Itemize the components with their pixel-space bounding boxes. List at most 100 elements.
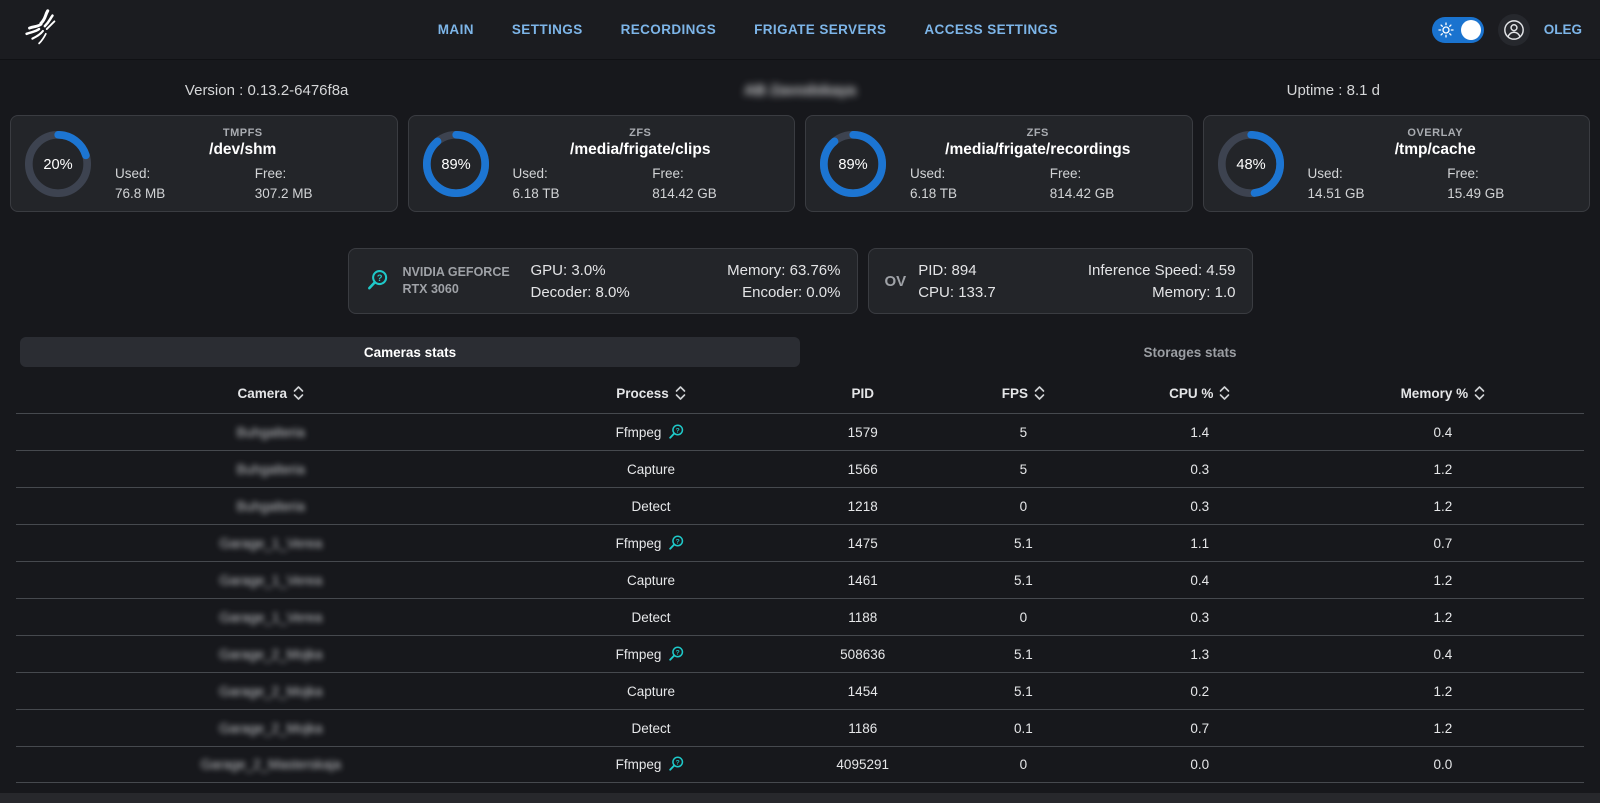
- table-row: Garage_1_Verea Capture 1461 5.1 0.4 1.2: [16, 561, 1584, 598]
- svg-text:?: ?: [676, 538, 680, 545]
- svg-text:48%: 48%: [1236, 157, 1265, 173]
- camera-name-cell: Garage_2_Mojka: [219, 646, 323, 662]
- table-row: Buhgalteria Detect 1218 0 0.3 1.2: [16, 487, 1584, 524]
- usage-donut-chart: 89%: [820, 130, 886, 197]
- column-header-cpu[interactable]: CPU %: [1098, 385, 1302, 401]
- svg-text:20%: 20%: [43, 157, 72, 173]
- sun-icon: [1438, 21, 1454, 38]
- free-value: 307.2 MB: [254, 185, 313, 201]
- tab-storages-stats[interactable]: Storages stats: [1143, 344, 1237, 360]
- column-header-pid: PID: [851, 385, 874, 401]
- frigate-logo[interactable]: [18, 7, 64, 53]
- memory-cell: 1.2: [1433, 498, 1453, 514]
- memory-cell: 0.7: [1433, 535, 1453, 551]
- process-cell: Detect: [631, 609, 671, 625]
- top-bar: MAIN SETTINGS RECORDINGS FRIGATE SERVERS ACC…: [0, 0, 1600, 60]
- memory-cell: 0.4: [1433, 424, 1453, 440]
- cpu-cell: 0.0: [1190, 757, 1210, 772]
- memory-cell: 1.2: [1433, 572, 1453, 588]
- fps-cell: 5.1: [1014, 535, 1033, 551]
- column-header-process[interactable]: Process: [526, 385, 777, 401]
- detector-card: OV PID: 894 Inference Speed: 4.59 CPU: 1…: [867, 248, 1253, 314]
- ffmpeg-info-magnifier-icon[interactable]: ?: [667, 534, 686, 553]
- column-header-camera[interactable]: Camera: [16, 385, 526, 401]
- svg-text:?: ?: [676, 649, 680, 656]
- svg-text:?: ?: [676, 759, 680, 766]
- user-avatar-button[interactable]: [1497, 13, 1530, 46]
- nav-item-settings[interactable]: SETTINGS: [511, 22, 583, 37]
- storage-card: 89% ZFS /media/frigate/clips Used: Free:…: [407, 115, 795, 212]
- gpu-usage: GPU: 3.0%: [530, 261, 606, 279]
- table-row: Buhgalteria Capture 1566 5 0.3 1.2: [16, 450, 1584, 487]
- gpu-help-magnifier-icon[interactable]: ?: [365, 268, 391, 294]
- toggle-knob: [1460, 19, 1481, 40]
- free-label: Free:: [254, 165, 287, 181]
- nav-item-recordings[interactable]: RECORDINGS: [620, 22, 717, 37]
- nav-item-access-settings[interactable]: ACCESS SETTINGS: [924, 22, 1058, 37]
- svg-text:89%: 89%: [441, 157, 470, 173]
- pid-cell: 1579: [847, 424, 878, 440]
- memory-cell: 1.2: [1433, 720, 1453, 736]
- usage-donut-chart: 48%: [1217, 130, 1284, 197]
- info-bar: Version : 0.13.2-6476f8a AB Zavodskaya U…: [0, 60, 1600, 115]
- storage-card: 20% TMPFS /dev/shm Used: Free: 76.8 MB 3…: [10, 115, 398, 212]
- uptime-text: Uptime : 8.1 d: [1286, 82, 1381, 99]
- cpu-cell: 0.3: [1190, 498, 1210, 514]
- mount-path: /tmp/cache: [1394, 140, 1476, 158]
- pid-cell: 1475: [847, 535, 878, 551]
- cpu-cell: 1.3: [1190, 646, 1210, 662]
- used-value: 14.51 GB: [1307, 185, 1365, 201]
- sort-icon: [1220, 386, 1230, 400]
- pid-cell: 1454: [847, 683, 878, 699]
- fps-cell: 5: [1019, 461, 1028, 477]
- gpu-card: ? NVIDIA GEFORCE RTX 3060 GPU: 3.0% Memo…: [347, 248, 858, 314]
- column-header-fps[interactable]: FPS: [949, 385, 1098, 401]
- usage-donut-chart: 89%: [422, 130, 489, 197]
- free-value: 814.42 GB: [652, 185, 717, 201]
- free-label: Free:: [652, 165, 684, 181]
- pid-cell: 1188: [848, 609, 878, 625]
- ffmpeg-info-magnifier-icon[interactable]: ?: [667, 423, 686, 442]
- header-actions: OLEG: [1431, 13, 1582, 46]
- sort-icon: [1034, 386, 1045, 400]
- table-row: Garage_1_Verea Ffmpeg ? 1475 5.1 1.1 0.7: [16, 524, 1584, 561]
- ffmpeg-info-magnifier-icon[interactable]: ?: [667, 755, 686, 774]
- gpu-name: NVIDIA GEFORCE RTX 3060: [402, 264, 510, 297]
- camera-name-cell: Buhgalteria: [236, 424, 305, 440]
- nav-item-main[interactable]: MAIN: [437, 22, 474, 37]
- theme-toggle[interactable]: [1431, 16, 1484, 43]
- fps-cell: 0: [1019, 757, 1028, 772]
- username-label[interactable]: OLEG: [1543, 22, 1582, 37]
- user-icon: [1503, 19, 1524, 40]
- svg-text:?: ?: [676, 427, 680, 434]
- sort-icon: [675, 386, 686, 400]
- detector-row: ? NVIDIA GEFORCE RTX 3060 GPU: 3.0% Memo…: [0, 248, 1600, 314]
- detector-inference-speed: Inference Speed: 4.59: [1087, 261, 1236, 279]
- nav-item-frigate-servers[interactable]: FRIGATE SERVERS: [754, 22, 887, 37]
- table-row: Garage_2_Mojka Detect 1186 0.1 0.7 1.2: [16, 709, 1584, 746]
- detector-pid: PID: 894: [918, 261, 977, 279]
- table-row: Garage_1_Verea Detect 1188 0 0.3 1.2: [16, 598, 1584, 635]
- pid-cell: 4095291: [836, 757, 889, 772]
- usage-donut-chart: 20%: [25, 130, 91, 197]
- free-value: 814.42 GB: [1049, 185, 1115, 201]
- memory-cell: 1.2: [1433, 609, 1453, 625]
- ffmpeg-info-magnifier-icon[interactable]: ?: [667, 645, 686, 664]
- process-cell: Ffmpeg ?: [526, 534, 777, 553]
- pid-cell: 1186: [848, 720, 878, 736]
- filesystem-type: TMPFS: [222, 126, 263, 139]
- column-header-memory[interactable]: Memory %: [1302, 385, 1584, 401]
- tab-cameras-stats[interactable]: Cameras stats: [20, 337, 800, 367]
- free-label: Free:: [1447, 165, 1479, 181]
- svg-text:?: ?: [376, 273, 382, 283]
- cpu-cell: 0.2: [1190, 683, 1210, 699]
- pid-cell: 1461: [847, 572, 878, 588]
- memory-cell: 1.2: [1433, 683, 1453, 699]
- process-cell: Detect: [631, 720, 671, 736]
- filesystem-type: ZFS: [1026, 126, 1049, 139]
- used-label: Used:: [910, 165, 946, 181]
- horizontal-scrollbar-track[interactable]: [0, 793, 1600, 803]
- process-cell: Ffmpeg ?: [526, 755, 777, 774]
- pid-cell: 508636: [840, 646, 886, 662]
- table-row: Garage_2_Mojka Capture 1454 5.1 0.2 1.2: [16, 672, 1584, 709]
